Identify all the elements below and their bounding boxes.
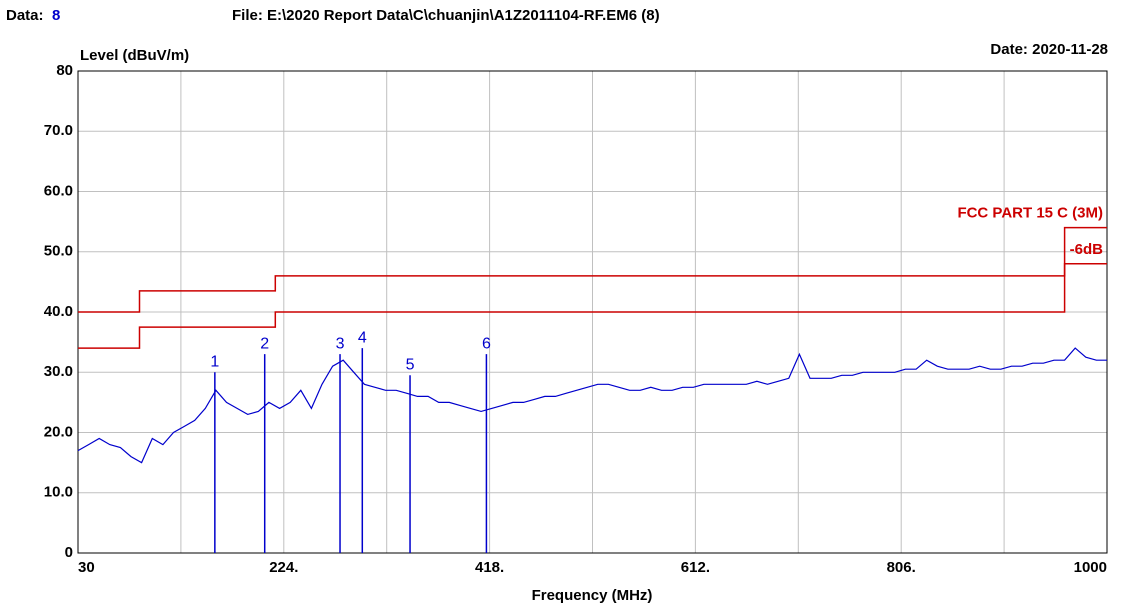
y-tick-label: 60.0: [44, 182, 73, 199]
y-tick-label: 40.0: [44, 303, 73, 320]
date: Date: 2020-11-28: [990, 41, 1108, 58]
x-tick-label: 612.: [681, 559, 710, 576]
limit-line: [78, 226, 1107, 313]
limit-label: FCC PART 15 C (3M): [957, 205, 1103, 222]
x-tick-label: 1000: [1074, 559, 1107, 576]
marker-label: 3: [336, 335, 345, 352]
marker-label: 5: [406, 356, 415, 373]
x-tick-label: 418.: [475, 559, 504, 576]
x-tick-label: 224.: [269, 559, 298, 576]
data-number: 8: [52, 7, 60, 24]
y-tick-label: 70.0: [44, 122, 73, 139]
x-tick-label: 30: [78, 559, 95, 576]
y-tick-label: 30.0: [44, 363, 73, 380]
marker-label: 4: [358, 329, 367, 346]
y-tick-label: 10.0: [44, 484, 73, 501]
file-name: File: E:\2020 Report Data\C\chuanjin\A1Z…: [232, 7, 660, 24]
x-tick-label: 806.: [887, 559, 916, 576]
limit-line: [78, 263, 1107, 349]
marker-label: 1: [210, 353, 219, 370]
marker-label: 6: [482, 335, 491, 352]
trace-line: [77, 347, 1107, 464]
y-axis-label: Level (dBuV/m): [80, 47, 189, 64]
y-tick-label: 0: [65, 544, 73, 561]
x-axis-label: Frequency (MHz): [532, 587, 653, 604]
y-tick-label: 20.0: [44, 423, 73, 440]
marker-label: 2: [260, 335, 269, 352]
limit-label: -6dB: [1070, 241, 1104, 258]
y-tick-label: 50.0: [44, 243, 73, 260]
y-tick-label: 80: [56, 62, 73, 79]
data-label: Data:: [6, 7, 44, 24]
